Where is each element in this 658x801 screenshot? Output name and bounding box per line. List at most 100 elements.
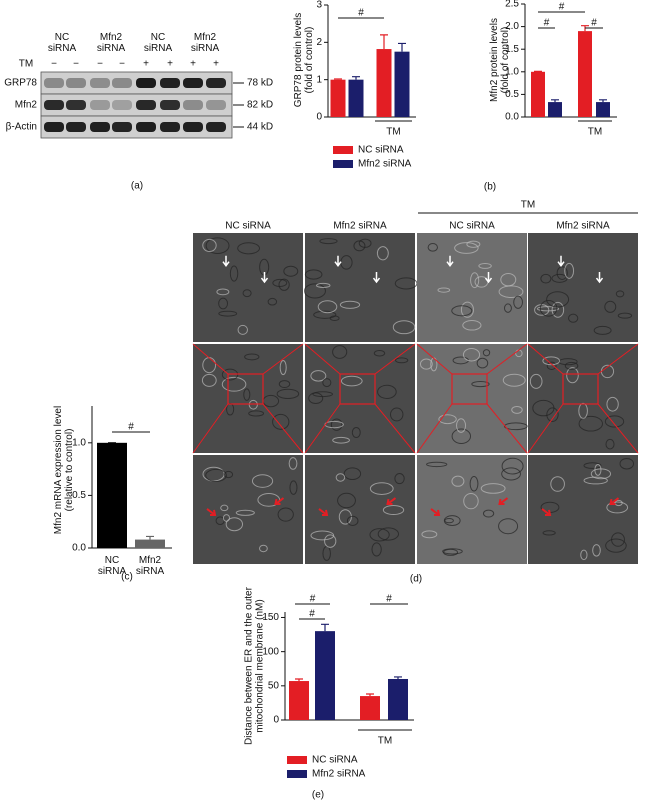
y-axis-label: Distance between ER and the outer mitoch…	[243, 587, 265, 745]
blot-band	[66, 78, 86, 88]
x-tick-label: TM	[588, 127, 602, 138]
blot-band	[112, 78, 132, 88]
error-bar	[321, 623, 329, 632]
micrograph-texture	[529, 373, 543, 389]
micrograph-texture	[332, 345, 348, 359]
y-tick-label: 2.5	[505, 0, 519, 10]
micrograph-texture	[205, 237, 230, 254]
panel-label: (c)	[121, 572, 133, 583]
micrograph-texture	[482, 349, 491, 357]
panel-label: (d)	[410, 574, 422, 585]
micrograph-texture	[619, 457, 635, 470]
micrograph-texture	[373, 350, 386, 357]
micrograph-texture	[482, 509, 495, 518]
micrograph-texture	[617, 312, 633, 319]
micrograph-texture	[605, 438, 615, 450]
size-label: 44 kD	[247, 122, 273, 133]
micrograph-texture	[221, 376, 247, 392]
arrow	[430, 508, 441, 516]
micrograph-texture	[456, 418, 467, 433]
micrograph	[417, 233, 527, 342]
micrograph-texture	[606, 501, 629, 514]
micrograph-texture	[218, 310, 238, 317]
treatment-sign: −	[51, 59, 57, 70]
micrograph-texture	[394, 277, 418, 290]
micrograph-texture	[338, 509, 352, 525]
micrograph-texture	[604, 300, 617, 313]
micrograph	[528, 344, 638, 453]
micrograph-texture	[502, 373, 526, 387]
micrograph	[528, 455, 638, 564]
micrograph-texture	[583, 476, 608, 485]
micrograph-texture	[337, 492, 356, 509]
y-tick-label: 1.0	[505, 66, 519, 77]
micrograph-texture	[606, 396, 619, 412]
micrograph-texture	[346, 515, 359, 527]
micrograph	[305, 455, 415, 564]
micrograph-texture	[476, 357, 489, 369]
micrograph-texture	[460, 301, 474, 318]
arrow	[541, 508, 552, 516]
micrograph	[417, 455, 527, 564]
arrow	[446, 255, 454, 267]
micrograph-texture	[267, 297, 278, 306]
annotation: #	[310, 594, 316, 605]
micrograph-texture	[317, 300, 338, 314]
bar	[315, 631, 335, 720]
micrograph-texture	[451, 305, 473, 317]
error-bar	[366, 693, 374, 697]
y-tick-label: 1.0	[72, 437, 86, 448]
micrograph-texture	[229, 265, 239, 282]
y-tick-label: 0	[273, 715, 279, 726]
blot-band	[206, 100, 226, 110]
micrograph-texture	[471, 381, 490, 388]
micrograph-texture	[542, 530, 556, 536]
micrograph-texture	[278, 380, 291, 388]
micrograph-texture	[578, 415, 603, 432]
annotation: #	[544, 18, 550, 29]
lane-label: Mfn2 siRNA	[96, 32, 126, 54]
micrograph-texture	[225, 517, 244, 532]
y-tick-label: 50	[268, 680, 280, 691]
error-bar	[352, 76, 360, 80]
error-bar	[398, 42, 406, 52]
micrograph-texture	[272, 413, 290, 430]
micrograph-texture	[283, 265, 299, 277]
micrograph-texture	[444, 517, 454, 524]
bar	[348, 79, 364, 117]
micrograph-texture	[615, 290, 625, 298]
error-bar	[551, 99, 559, 103]
blot-band	[44, 122, 64, 132]
y-tick-label: 0.0	[505, 112, 519, 123]
micrograph-texture	[551, 273, 568, 283]
micrograph-texture	[272, 278, 288, 288]
micrograph-texture	[259, 544, 268, 553]
arrow	[334, 255, 342, 267]
micrograph-texture	[536, 306, 560, 312]
micrograph-texture	[202, 238, 217, 253]
micrograph-texture	[248, 399, 258, 410]
zoom-box	[227, 373, 264, 405]
y-axis-label: Mfn2 protein levels (fold of control)	[489, 18, 511, 102]
micrograph-texture	[540, 273, 552, 284]
micrograph-texture	[216, 288, 230, 296]
error-bar	[394, 676, 402, 679]
micrograph-texture	[463, 492, 479, 510]
micrograph-texture	[592, 544, 601, 557]
micrograph-texture	[220, 504, 229, 512]
micrograph-texture	[330, 418, 343, 431]
micrograph-texture	[390, 407, 404, 422]
micrograph-texture	[466, 240, 481, 248]
x-tick-label: TM	[378, 736, 392, 747]
micrograph-texture	[343, 467, 362, 481]
arrow	[274, 497, 285, 506]
bar	[135, 539, 165, 548]
bar	[289, 681, 309, 720]
zoom-box	[562, 373, 599, 405]
legend-swatch	[333, 146, 353, 154]
arrow	[595, 272, 604, 284]
micrograph-texture	[316, 282, 331, 289]
micrograph-texture	[419, 358, 433, 370]
micrograph-texture	[376, 246, 389, 261]
